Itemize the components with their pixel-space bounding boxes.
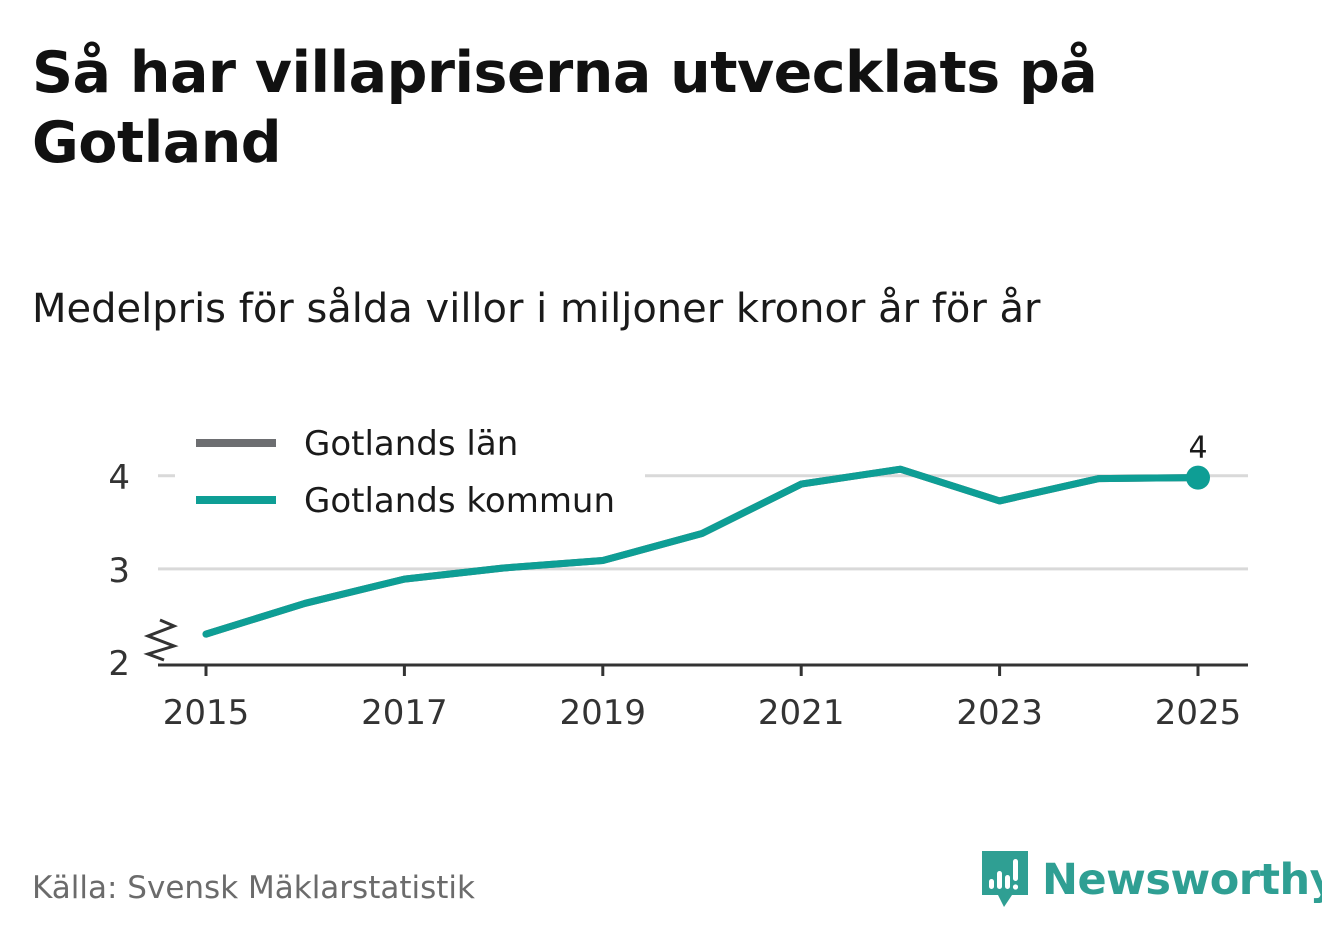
x-tick-label: 2021: [758, 693, 845, 733]
y-tick-label: 3: [108, 551, 130, 591]
end-point-marker: [1186, 465, 1210, 490]
legend-background: [175, 414, 645, 532]
legend-label: Gotlands län: [304, 424, 518, 464]
chart-title: Så har villapriserna utvecklats på Gotla…: [32, 40, 1098, 176]
y-tick-label: 2: [108, 644, 130, 684]
line-chart: 2 3 4 2015 2017 2019 2021 2023 2025 Gotlands län…: [108, 414, 1248, 733]
y-tick-label: 4: [108, 458, 130, 498]
source-note: Källa: Svensk Mäklarstatistik: [32, 870, 475, 906]
newsworthy-logo-icon: [982, 851, 1028, 907]
brand-logo[interactable]: Newsworthy: [980, 848, 1322, 912]
legend-label: Gotlands kommun: [304, 481, 615, 521]
brand-name: Newsworthy: [1042, 855, 1322, 905]
end-value-label: 4: [1188, 431, 1207, 466]
x-tick-label: 2015: [163, 693, 250, 733]
x-tick-label: 2019: [560, 693, 647, 733]
axis-break-zigzag: [143, 618, 179, 662]
x-tick-label: 2023: [956, 693, 1043, 733]
chart-subtitle: Medelpris för sålda villor i miljoner kr…: [32, 286, 1041, 332]
x-tick-label: 2017: [361, 693, 448, 733]
x-tick-label: 2025: [1155, 693, 1242, 733]
series-line-gotlands-kommun: [202, 465, 1202, 638]
